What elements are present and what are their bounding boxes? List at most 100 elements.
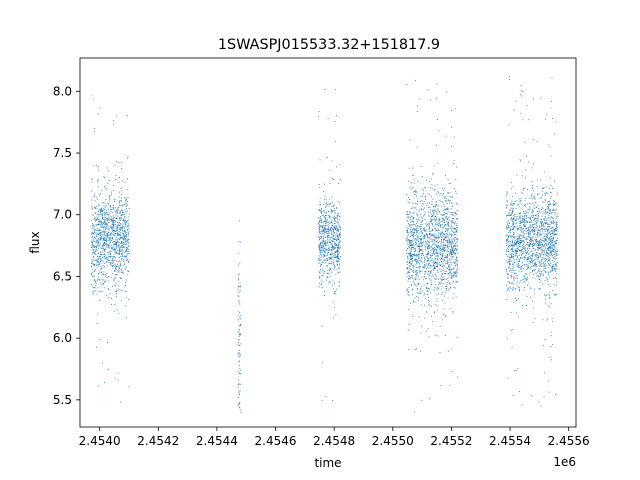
data-point bbox=[540, 254, 542, 256]
data-point bbox=[121, 251, 123, 253]
data-point bbox=[547, 228, 549, 230]
data-point bbox=[438, 220, 440, 221]
data-point bbox=[550, 242, 552, 244]
data-point bbox=[338, 202, 340, 204]
data-point bbox=[335, 207, 337, 209]
data-point bbox=[510, 214, 512, 216]
data-point bbox=[442, 227, 444, 229]
data-point bbox=[409, 268, 411, 269]
data-point bbox=[545, 246, 547, 248]
data-point bbox=[513, 221, 515, 223]
data-point bbox=[438, 261, 440, 263]
data-point bbox=[542, 319, 544, 321]
data-point bbox=[99, 208, 101, 210]
data-point bbox=[112, 228, 113, 230]
data-point bbox=[513, 243, 515, 245]
data-point bbox=[321, 211, 323, 213]
data-point bbox=[516, 174, 518, 176]
data-point bbox=[412, 254, 414, 255]
data-point bbox=[549, 294, 551, 296]
data-point bbox=[106, 238, 108, 240]
data-point bbox=[329, 198, 331, 200]
data-point bbox=[454, 229, 456, 231]
data-point bbox=[331, 245, 333, 247]
data-point bbox=[535, 264, 537, 265]
data-point bbox=[411, 239, 413, 241]
data-point bbox=[100, 267, 102, 269]
data-point bbox=[119, 246, 121, 248]
data-point bbox=[532, 274, 534, 276]
data-point bbox=[331, 210, 333, 212]
data-point bbox=[122, 233, 124, 235]
data-point bbox=[127, 225, 129, 227]
data-point bbox=[541, 271, 543, 273]
data-point bbox=[424, 257, 425, 259]
data-point bbox=[412, 288, 414, 290]
data-point bbox=[453, 222, 455, 224]
data-point bbox=[125, 285, 127, 286]
data-point bbox=[552, 117, 553, 119]
data-point bbox=[334, 215, 335, 217]
data-point bbox=[518, 267, 520, 269]
data-point bbox=[99, 229, 101, 231]
data-point bbox=[107, 232, 109, 234]
data-point bbox=[240, 411, 242, 413]
data-point bbox=[523, 244, 524, 246]
data-point bbox=[319, 187, 321, 188]
data-point bbox=[546, 259, 547, 261]
data-point bbox=[506, 239, 508, 241]
data-point bbox=[114, 200, 116, 202]
data-point bbox=[429, 247, 431, 249]
data-point bbox=[416, 295, 417, 297]
data-point bbox=[116, 244, 118, 246]
data-point bbox=[411, 254, 413, 256]
data-point bbox=[324, 255, 326, 257]
data-point bbox=[532, 244, 534, 246]
data-point bbox=[427, 224, 429, 226]
data-point bbox=[555, 265, 557, 266]
data-point bbox=[111, 297, 112, 299]
data-point bbox=[442, 253, 444, 254]
data-point bbox=[443, 259, 445, 261]
data-point bbox=[319, 244, 321, 246]
data-point bbox=[435, 201, 437, 203]
data-point bbox=[94, 216, 96, 218]
data-point bbox=[409, 241, 410, 243]
data-point bbox=[111, 273, 113, 275]
data-point bbox=[440, 253, 442, 255]
data-point bbox=[91, 237, 93, 238]
data-point bbox=[330, 257, 332, 259]
data-point bbox=[516, 229, 518, 231]
data-point bbox=[435, 227, 437, 229]
data-point bbox=[338, 248, 340, 250]
data-point bbox=[336, 115, 337, 117]
data-point bbox=[556, 240, 558, 242]
data-point bbox=[92, 291, 94, 292]
data-point bbox=[99, 279, 101, 281]
data-point bbox=[122, 256, 124, 258]
data-point bbox=[533, 98, 534, 100]
data-point bbox=[415, 275, 417, 277]
data-point bbox=[416, 147, 418, 149]
data-point bbox=[414, 242, 416, 244]
data-point bbox=[520, 229, 522, 231]
data-point bbox=[126, 231, 128, 233]
data-point bbox=[100, 233, 102, 235]
data-point bbox=[426, 226, 428, 228]
data-point bbox=[411, 240, 413, 242]
data-point bbox=[118, 238, 120, 239]
data-point bbox=[125, 240, 127, 242]
data-point bbox=[432, 210, 434, 212]
data-point bbox=[319, 249, 320, 250]
data-point bbox=[431, 234, 433, 236]
data-point bbox=[321, 325, 323, 327]
data-point bbox=[520, 257, 522, 259]
data-point bbox=[421, 285, 422, 287]
data-point bbox=[428, 336, 430, 338]
data-point bbox=[445, 237, 447, 239]
data-point bbox=[538, 229, 539, 231]
data-point bbox=[555, 204, 557, 206]
data-point bbox=[338, 238, 340, 240]
data-point bbox=[237, 294, 239, 296]
data-point bbox=[533, 207, 535, 209]
